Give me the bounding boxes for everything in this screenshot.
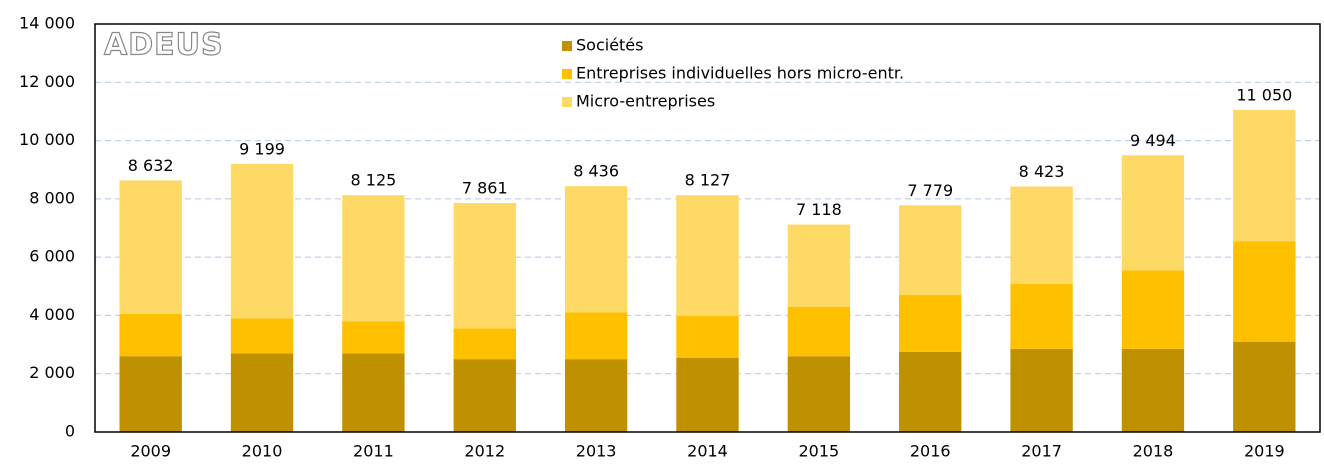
x-tick-label: 2015	[799, 442, 840, 461]
y-tick-label: 4 000	[29, 305, 75, 324]
legend-label: Micro-entreprises	[576, 92, 715, 111]
bar-segment	[676, 316, 739, 358]
bar-segment	[899, 295, 962, 352]
y-tick-label: 14 000	[19, 14, 75, 33]
legend-label: Sociétés	[576, 36, 643, 55]
total-label: 8 127	[685, 171, 731, 190]
bar-segment	[1121, 348, 1185, 432]
bar-segment	[564, 186, 628, 313]
bar-segment	[119, 313, 182, 357]
y-tick-label: 6 000	[29, 247, 75, 266]
x-tick-label: 2016	[910, 442, 951, 461]
x-tick-label: 2010	[242, 442, 283, 461]
total-label: 8 125	[351, 171, 397, 190]
total-label: 8 436	[573, 162, 619, 181]
total-label: 7 861	[462, 178, 508, 197]
total-label: 11 050	[1236, 85, 1292, 104]
legend-swatch	[562, 69, 572, 79]
bar-segment	[787, 306, 851, 357]
total-label: 8 632	[128, 156, 174, 175]
legend-swatch	[562, 97, 572, 107]
bar-segment	[899, 351, 962, 432]
bar-segment	[1233, 109, 1296, 242]
bar-segment	[119, 356, 182, 432]
total-label: 9 199	[239, 139, 285, 158]
x-tick-label: 2012	[464, 442, 505, 461]
bar-segment	[1121, 270, 1185, 349]
x-tick-label: 2018	[1133, 442, 1174, 461]
bar-segment	[230, 163, 294, 319]
x-tick-label: 2013	[576, 442, 617, 461]
bar-segment	[230, 318, 294, 354]
total-label: 9 494	[1130, 131, 1176, 150]
bar-segment	[564, 359, 628, 432]
bar-segment	[564, 312, 628, 360]
y-tick-label: 2 000	[29, 363, 75, 382]
x-tick-label: 2014	[687, 442, 728, 461]
bar-segment	[453, 328, 516, 360]
bar-segment	[787, 356, 851, 432]
total-label: 7 118	[796, 200, 842, 219]
plot-frame	[94, 23, 1321, 433]
bar-segment	[342, 353, 405, 432]
bar-segment	[1010, 186, 1073, 284]
x-tick-label: 2009	[130, 442, 171, 461]
bar-segment	[1233, 341, 1296, 432]
bar-segment	[1121, 155, 1185, 271]
bar-segment	[230, 353, 294, 432]
total-label: 7 779	[907, 181, 953, 200]
total-label: 8 423	[1019, 162, 1065, 181]
y-tick-label: 12 000	[19, 72, 75, 91]
bar-segment	[453, 359, 516, 432]
y-tick-label: 10 000	[19, 130, 75, 149]
logo: ADEUS	[104, 28, 224, 63]
bar-segment	[676, 357, 739, 432]
bar-segment	[1010, 283, 1073, 349]
x-tick-label: 2019	[1244, 442, 1285, 461]
bar-segment	[342, 321, 405, 354]
bar-segment	[453, 202, 516, 329]
x-tick-label: 2017	[1021, 442, 1062, 461]
bar-segment	[676, 195, 739, 317]
bar-segment	[1010, 348, 1073, 432]
bar-segment	[787, 224, 851, 307]
bar-segment	[342, 195, 405, 322]
y-tick-label: 0	[65, 422, 75, 441]
legend-swatch	[562, 41, 572, 51]
y-tick-label: 8 000	[29, 188, 75, 207]
bar-segment	[119, 180, 182, 314]
x-tick-label: 2011	[353, 442, 394, 461]
bar-segment	[1233, 241, 1296, 342]
bar-segment	[899, 205, 962, 296]
legend-label: Entreprises individuelles hors micro-ent…	[576, 64, 904, 83]
